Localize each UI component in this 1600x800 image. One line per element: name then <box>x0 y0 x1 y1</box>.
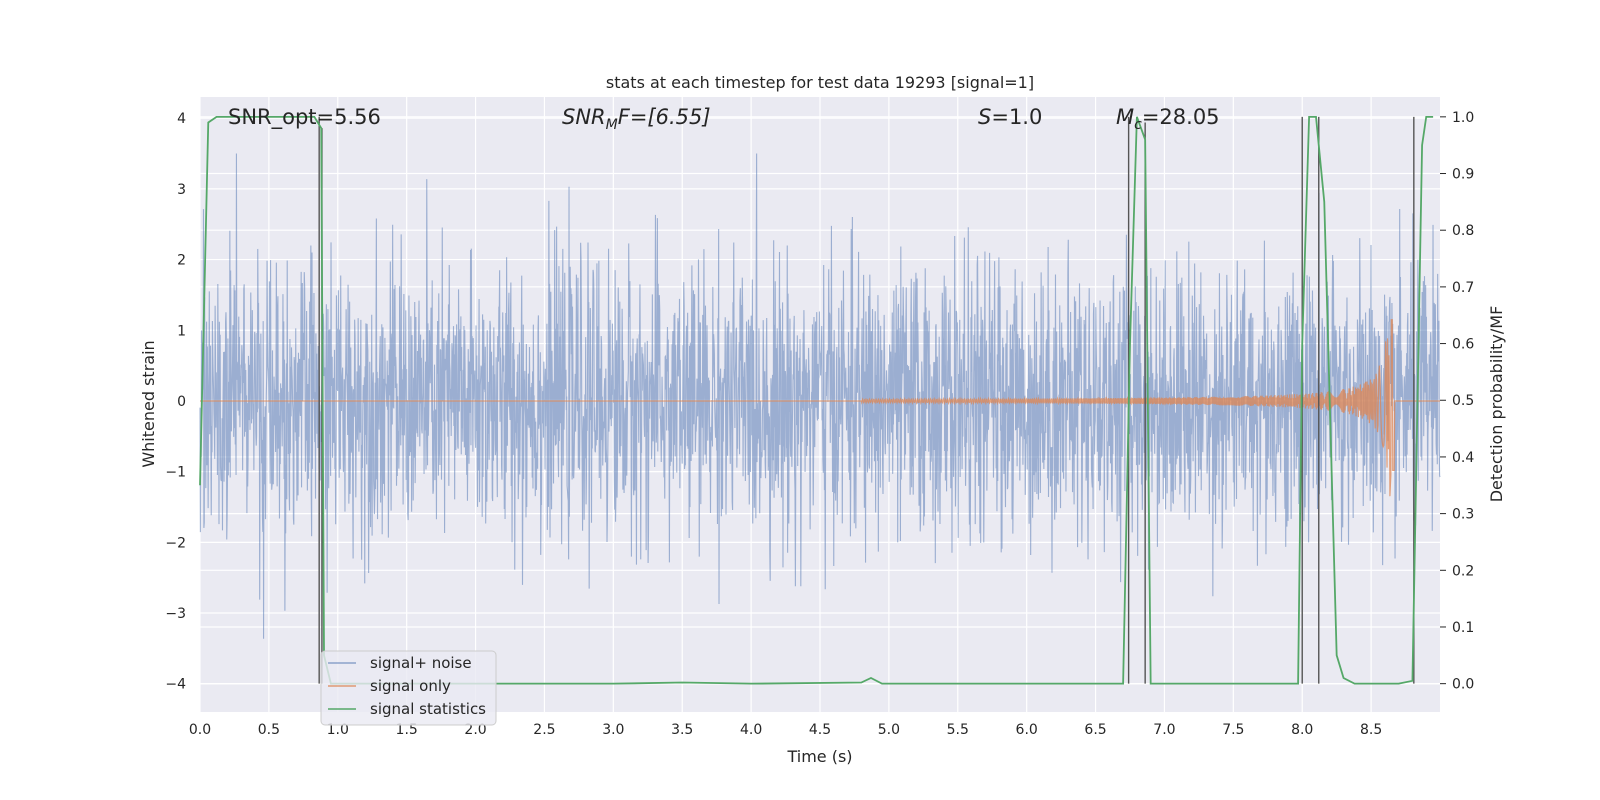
annotation-mc: Mc=28.05 <box>1116 105 1220 133</box>
y-right-tick-label: 0.9 <box>1452 167 1474 183</box>
annotation-snr-mf-suffix: F=[6.55] <box>618 105 711 129</box>
signal-only-line <box>200 319 1440 497</box>
legend-label-signal-noise: signal+ noise <box>370 654 472 672</box>
legend-label-signal-statistics: signal statistics <box>370 700 486 718</box>
x-tick-label: 3.0 <box>602 722 624 738</box>
annotation-snr-mf-prefix: SNR <box>562 105 606 129</box>
x-tick-label: 1.5 <box>396 722 418 738</box>
x-tick-label: 0.0 <box>189 722 211 738</box>
signal-statistics-line <box>199 115 1434 685</box>
x-tick-label: 2.0 <box>464 722 486 738</box>
y-right-axis-label: Detection probability/MF <box>1487 306 1506 503</box>
y-right-axis-ticks: 0.0 0.1 0.2 0.3 0.4 0.5 0.6 0.7 0.8 0.9 1.0 <box>1440 110 1474 693</box>
annotation-s-suffix: =1.0 <box>991 105 1042 129</box>
signal-noise-series <box>199 153 1441 639</box>
annotation-mc-prefix: M <box>1116 105 1134 129</box>
signal-statistics-series <box>199 115 1434 685</box>
y-tick-label: −4 <box>165 677 186 693</box>
annotation-mc-suffix: =28.05 <box>1142 105 1220 129</box>
y-axis-ticks: −4 −3 −2 −1 0 1 2 3 4 <box>165 111 186 693</box>
x-tick-label: 8.5 <box>1360 722 1382 738</box>
y-tick-label: −1 <box>165 465 186 481</box>
x-tick-label: 4.0 <box>740 722 762 738</box>
y-tick-label: −2 <box>165 535 186 551</box>
x-tick-label: 0.5 <box>258 722 280 738</box>
y-right-tick-label: 0.0 <box>1452 677 1474 693</box>
y-right-tick-label: 1.0 <box>1452 110 1474 126</box>
signal-only-series <box>200 319 1440 497</box>
y-tick-label: 4 <box>177 111 186 127</box>
y-right-tick-label: 0.8 <box>1452 223 1474 239</box>
legend-label-signal-only: signal only <box>370 677 451 695</box>
y-tick-label: 1 <box>177 323 186 339</box>
y-tick-label: 3 <box>177 182 186 198</box>
x-tick-label: 3.5 <box>671 722 693 738</box>
y-right-tick-label: 0.2 <box>1452 563 1474 579</box>
y-axis-label: Whitened strain <box>139 340 158 467</box>
x-tick-label: 7.5 <box>1222 722 1244 738</box>
y-right-tick-label: 0.4 <box>1452 450 1474 466</box>
x-axis-label: Time (s) <box>786 747 852 766</box>
y-tick-label: 0 <box>177 394 186 410</box>
x-tick-label: 6.0 <box>1016 722 1038 738</box>
x-tick-label: 1.0 <box>327 722 349 738</box>
annotation-snr-opt: SNR_opt=5.56 <box>228 105 381 130</box>
y-right-tick-label: 0.7 <box>1452 280 1474 296</box>
x-axis-ticks: 0.0 0.5 1.0 1.5 2.0 2.5 3.0 3.5 4.0 4.5 5.0 5.5 6.0 6… <box>189 722 1382 738</box>
signal-noise-line <box>199 153 1441 639</box>
x-tick-label: 5.5 <box>947 722 969 738</box>
x-tick-label: 8.0 <box>1291 722 1313 738</box>
legend: signal+ noise signal only signal statist… <box>320 650 497 726</box>
y-right-tick-label: 0.5 <box>1452 393 1474 409</box>
x-tick-label: 4.5 <box>809 722 831 738</box>
x-tick-label: 7.0 <box>1153 722 1175 738</box>
annotation-s: S=1.0 <box>978 105 1042 129</box>
y-tick-label: −3 <box>165 606 186 622</box>
x-tick-label: 6.5 <box>1084 722 1106 738</box>
annotation-snr-mf: SNRMF=[6.55] <box>562 105 711 133</box>
legend-box <box>320 650 497 726</box>
x-tick-label: 5.0 <box>878 722 900 738</box>
y-right-tick-label: 0.6 <box>1452 337 1474 353</box>
y-right-tick-label: 0.3 <box>1452 507 1474 523</box>
x-tick-label: 2.5 <box>533 722 555 738</box>
annotation-snr-mf-sub: M <box>606 117 618 133</box>
annotation-mc-sub: c <box>1134 117 1142 133</box>
y-right-tick-label: 0.1 <box>1452 620 1474 636</box>
annotation-s-prefix: S <box>978 105 991 129</box>
y-tick-label: 2 <box>177 253 186 269</box>
chart-title: stats at each timestep for test data 192… <box>606 73 1034 92</box>
